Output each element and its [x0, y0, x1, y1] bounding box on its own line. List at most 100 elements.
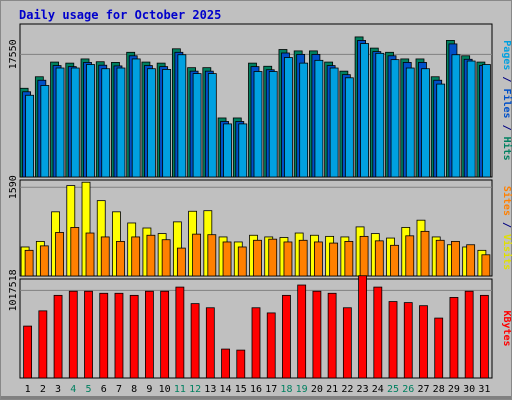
x-tick-label: 13 — [204, 384, 216, 395]
x-tick-label: 6 — [101, 384, 107, 395]
x-tick-label: 20 — [311, 384, 323, 395]
bar-kbytes-20 — [312, 290, 322, 379]
x-tick-label: 12 — [189, 384, 201, 395]
bar-pages-23 — [360, 43, 369, 178]
bottom-shadow — [1, 396, 511, 399]
bar-sites-24 — [374, 240, 384, 277]
bar-kbytes-21 — [327, 292, 337, 379]
bar-kbytes-12 — [190, 303, 200, 379]
bar-sites-15 — [237, 246, 247, 277]
bar-pages-11 — [177, 54, 187, 178]
x-tick-label: 5 — [86, 384, 92, 395]
bar-pages-2 — [40, 85, 50, 178]
bar-kbytes-31 — [479, 294, 489, 379]
legend-part: KBytes — [501, 310, 512, 346]
bar-kbytes-4 — [68, 290, 78, 379]
bar-sites-26 — [405, 235, 415, 277]
bar-sites-6 — [100, 236, 110, 277]
bar-kbytes-18 — [282, 294, 291, 379]
x-tick-label: 22 — [341, 384, 353, 395]
bar-kbytes-8 — [129, 294, 139, 379]
bar-sites-10 — [161, 239, 171, 277]
bar-kbytes-23 — [358, 275, 367, 379]
bar-pages-12 — [192, 73, 202, 178]
bar-sites-7 — [116, 240, 125, 277]
x-tick-label: 15 — [235, 384, 247, 395]
legend-part: / — [501, 119, 512, 137]
bar-sites-11 — [176, 247, 186, 277]
bar-pages-9 — [147, 68, 156, 178]
bar-pages-25 — [390, 59, 400, 178]
x-tick-label: 21 — [326, 384, 338, 395]
x-tick-label: 23 — [357, 384, 369, 395]
bar-kbytes-1 — [23, 325, 33, 379]
legend-part: Pages — [501, 40, 512, 70]
bar-sites-17 — [268, 238, 278, 277]
x-tick-label: 18 — [280, 384, 292, 395]
x-tick-label: 31 — [478, 384, 490, 395]
bar-kbytes-28 — [434, 317, 444, 379]
bar-kbytes-24 — [373, 286, 383, 379]
series-legend: Pages / Files / Hits — [501, 40, 512, 160]
x-tick-label: 2 — [40, 384, 46, 395]
bar-pages-17 — [268, 71, 278, 178]
x-tick-label: 9 — [146, 384, 152, 395]
bar-sites-23 — [359, 235, 369, 277]
bar-kbytes-27 — [419, 305, 428, 379]
bar-pages-26 — [405, 67, 415, 178]
bar-sites-22 — [344, 240, 354, 277]
bar-pages-10 — [162, 69, 172, 178]
bar-kbytes-7 — [114, 292, 124, 379]
bar-kbytes-9 — [145, 290, 154, 379]
legend-part: Visits — [501, 234, 512, 270]
bar-pages-31 — [481, 64, 491, 178]
bar-sites-3 — [55, 232, 64, 277]
legend-part: Sites — [501, 186, 512, 216]
bar-kbytes-6 — [99, 292, 109, 379]
bar-sites-31 — [481, 254, 491, 277]
bar-sites-29 — [451, 240, 460, 277]
x-tick-label: 30 — [463, 384, 475, 395]
bar-pages-27 — [421, 68, 430, 178]
bar-pages-13 — [207, 73, 217, 178]
x-tick-label: 28 — [433, 384, 445, 395]
bar-sites-4 — [70, 227, 80, 277]
bar-pages-3 — [55, 67, 65, 178]
bar-kbytes-11 — [175, 286, 185, 379]
bar-pages-29 — [451, 54, 461, 178]
bar-kbytes-5 — [84, 290, 93, 379]
bar-kbytes-22 — [342, 307, 352, 379]
bar-kbytes-30 — [464, 290, 474, 379]
series-legend: KBytes — [501, 310, 512, 346]
bar-sites-14 — [222, 241, 232, 277]
bar-kbytes-3 — [53, 294, 63, 379]
bar-kbytes-25 — [388, 301, 398, 379]
bar-pages-19 — [299, 62, 309, 178]
bar-pages-5 — [86, 64, 95, 178]
bar-sites-2 — [39, 245, 49, 277]
legend-part: / — [501, 216, 512, 234]
max-value-label: 1590 — [8, 175, 19, 199]
x-tick-label: 7 — [116, 384, 122, 395]
bar-sites-8 — [131, 236, 141, 277]
x-tick-label: 8 — [131, 384, 137, 395]
panel-kbytes: 1017518 KBytes — [8, 269, 512, 379]
legend-part: Hits — [501, 137, 512, 161]
legend-part: / — [501, 70, 512, 88]
x-tick-label: 25 — [387, 384, 399, 395]
x-tick-label: 3 — [55, 384, 61, 395]
bar-kbytes-15 — [236, 349, 246, 379]
bar-sites-20 — [314, 241, 323, 277]
legend-part: Files — [501, 88, 512, 118]
bar-pages-30 — [466, 60, 476, 178]
bar-pages-14 — [223, 123, 232, 178]
x-tick-label: 29 — [448, 384, 460, 395]
panel-hits-files-pages: 17550 Pages / Files / Hits — [8, 23, 512, 178]
panels-group: 17550 Pages / Files / Hits 1590 Sites / Vis… — [8, 23, 512, 379]
bar-kbytes-29 — [449, 297, 459, 379]
bar-pages-24 — [375, 52, 385, 178]
bar-sites-19 — [298, 239, 308, 277]
x-tick-label: 26 — [402, 384, 414, 395]
bar-kbytes-10 — [160, 290, 170, 379]
